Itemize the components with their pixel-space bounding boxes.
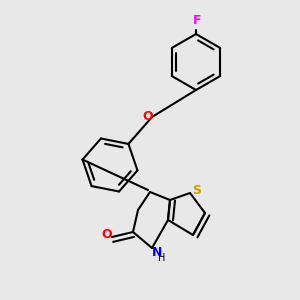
Text: N: N [152, 245, 162, 259]
Text: O: O [143, 110, 153, 124]
Text: H: H [158, 253, 166, 263]
Text: F: F [193, 14, 201, 27]
Text: S: S [193, 184, 202, 197]
Text: O: O [102, 229, 112, 242]
